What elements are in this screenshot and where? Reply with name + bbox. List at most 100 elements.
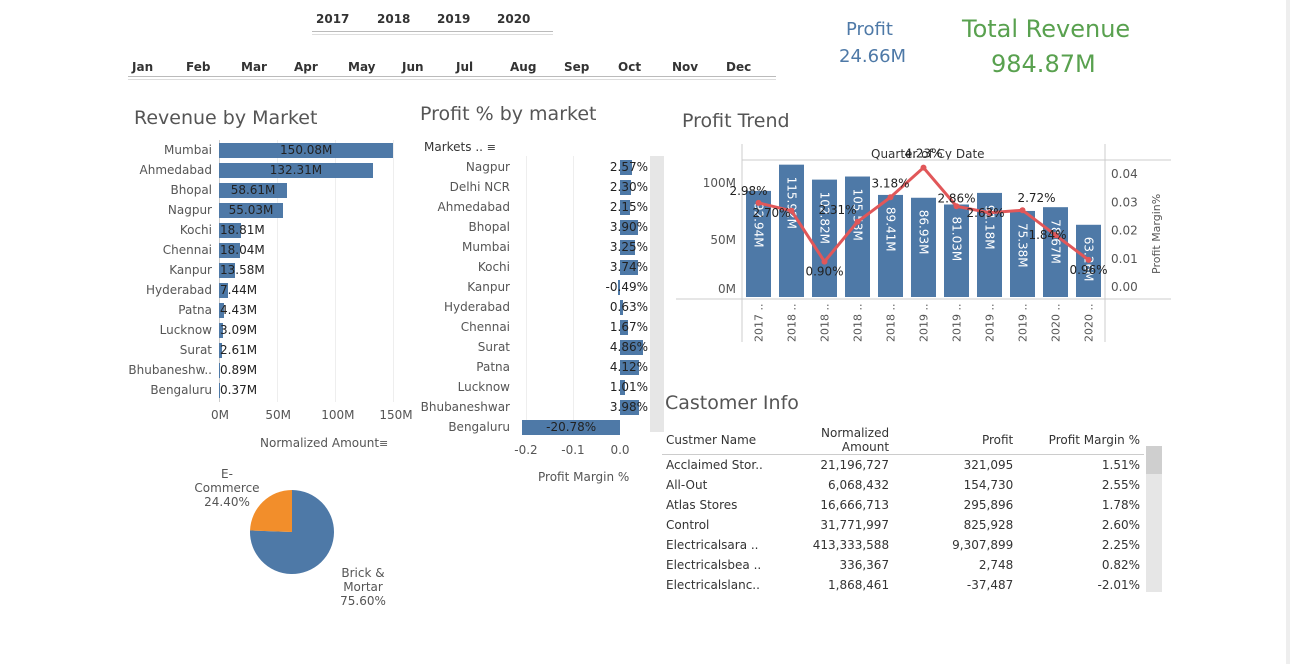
revenue-bar[interactable] bbox=[219, 363, 221, 378]
profit-margin-point[interactable] bbox=[788, 207, 795, 214]
profit-margin-point[interactable] bbox=[854, 218, 861, 225]
month-nov[interactable]: Nov bbox=[672, 60, 699, 74]
profit-margin-value-label: -20.78% bbox=[546, 420, 597, 434]
profit-margin-bar[interactable] bbox=[620, 320, 628, 335]
profit-margin-point[interactable] bbox=[755, 199, 762, 206]
page-scrollbar[interactable] bbox=[1286, 0, 1290, 664]
revenue-bar-label: 86.93M bbox=[917, 210, 931, 255]
month-oct[interactable]: Oct bbox=[618, 60, 642, 74]
profit-margin-point[interactable] bbox=[953, 203, 960, 210]
year-2017[interactable]: 2017 bbox=[316, 12, 350, 26]
profit-margin-bar[interactable] bbox=[620, 380, 625, 395]
month-dec[interactable]: Dec bbox=[726, 60, 752, 74]
revenue-axis-label[interactable]: Normalized Amount≡ bbox=[260, 436, 388, 450]
quarter-tick-label: 2019 .. bbox=[918, 304, 931, 342]
profit-margin-point[interactable] bbox=[1085, 256, 1092, 263]
month-mar[interactable]: Mar bbox=[241, 60, 267, 74]
profit-margin-bar[interactable] bbox=[620, 340, 643, 355]
year-2018[interactable]: 2018 bbox=[377, 12, 411, 26]
col-profit[interactable]: Profit bbox=[893, 426, 1018, 455]
col-profit-margin[interactable]: Profit Margin % bbox=[1017, 426, 1144, 455]
profit-margin-bar[interactable] bbox=[620, 220, 639, 235]
year-2020[interactable]: 2020 bbox=[497, 12, 531, 26]
month-jun[interactable]: Jun bbox=[402, 60, 424, 74]
month-sep[interactable]: Sep bbox=[564, 60, 590, 74]
revenue-bar[interactable] bbox=[746, 190, 771, 297]
col-normalized-amount[interactable]: Normalized Amount bbox=[769, 426, 894, 455]
profit-margin-bar[interactable] bbox=[620, 300, 623, 315]
profit-margin-bar[interactable] bbox=[620, 360, 640, 375]
table-row[interactable]: Electricalsbea .. 336,367 2,748 0.82% bbox=[662, 555, 1144, 575]
table-row[interactable]: Electricalslanc.. 1,868,461 -37,487 -2.01% bbox=[662, 575, 1144, 592]
profit-margin-bar[interactable] bbox=[620, 160, 633, 175]
profit-margin-bar[interactable] bbox=[617, 280, 620, 295]
profit-margin-bar[interactable] bbox=[620, 180, 631, 195]
profit-margin-bar[interactable] bbox=[620, 260, 638, 275]
month-feb[interactable]: Feb bbox=[186, 60, 211, 74]
revenue-value-label: 55.03M bbox=[228, 203, 274, 217]
left-axis-tick: 100M bbox=[703, 176, 736, 190]
sort-icon[interactable]: ≡ bbox=[486, 141, 496, 154]
profit-by-market-scrollbar[interactable] bbox=[650, 156, 664, 432]
table-row[interactable]: Atlas Stores 16,666,713 295,896 1.78% bbox=[662, 495, 1144, 515]
table-row[interactable]: All-Out 6,068,432 154,730 2.55% bbox=[662, 475, 1144, 495]
month-jul[interactable]: Jul bbox=[456, 60, 474, 74]
pie-slice-ecommerce[interactable] bbox=[250, 490, 292, 532]
revenue-bar[interactable] bbox=[219, 263, 235, 278]
profit-margin-value-label: 3.74% bbox=[609, 260, 648, 274]
revenue-bar[interactable] bbox=[219, 143, 394, 158]
customer-table-scrollbar[interactable] bbox=[1146, 446, 1162, 592]
revenue-bar[interactable] bbox=[779, 164, 804, 297]
quarter-tick-label: 2018 .. bbox=[786, 304, 799, 342]
revenue-bar[interactable] bbox=[219, 383, 220, 398]
customer-table-scroll-thumb[interactable] bbox=[1146, 446, 1162, 474]
profit-margin-bar[interactable] bbox=[620, 240, 636, 255]
revenue-bar[interactable] bbox=[1010, 210, 1035, 297]
revenue-bar[interactable] bbox=[878, 194, 903, 297]
profit-margin-point[interactable] bbox=[1052, 232, 1059, 239]
year-2019[interactable]: 2019 bbox=[437, 12, 471, 26]
revenue-bar[interactable] bbox=[944, 204, 969, 297]
profit-margin-bar[interactable] bbox=[620, 400, 639, 415]
revenue-bar[interactable] bbox=[219, 283, 228, 298]
customer-table-body: Acclaimed Stor.. 21,196,727 321,095 1.51% Al… bbox=[662, 455, 1144, 592]
markets-header[interactable]: Markets .. ≡ bbox=[424, 140, 496, 154]
revenue-bar[interactable] bbox=[219, 163, 373, 178]
table-row[interactable]: Control 31,771,997 825,928 2.60% bbox=[662, 515, 1144, 535]
month-jan[interactable]: Jan bbox=[132, 60, 154, 74]
month-may[interactable]: May bbox=[348, 60, 376, 74]
table-row[interactable]: Electricalsara .. 413,333,588 9,307,899 2.2… bbox=[662, 535, 1144, 555]
revenue-value-label: 13.58M bbox=[220, 263, 265, 277]
market-label: Bengaluru bbox=[448, 420, 510, 434]
revenue-bar[interactable] bbox=[1043, 207, 1068, 297]
profit-margin-point[interactable] bbox=[920, 164, 927, 171]
customer-info-title: Castomer Info bbox=[665, 392, 799, 414]
revenue-bar[interactable] bbox=[219, 323, 223, 338]
revenue-bar[interactable] bbox=[219, 223, 241, 238]
profit-margin-point[interactable] bbox=[986, 209, 993, 216]
month-apr[interactable]: Apr bbox=[294, 60, 318, 74]
profit-margin-point[interactable] bbox=[1019, 207, 1026, 214]
sort-icon[interactable]: ≡ bbox=[379, 437, 389, 450]
normalized-amount-cell: 31,771,997 bbox=[820, 518, 890, 532]
revenue-bar-label: 81.03M bbox=[950, 216, 964, 261]
revenue-bar[interactable] bbox=[219, 243, 240, 258]
col-customer-name[interactable]: Custmer Name bbox=[662, 426, 770, 455]
revenue-bar-label: 92.94M bbox=[752, 203, 766, 248]
revenue-bar[interactable] bbox=[845, 176, 870, 297]
profit-margin-bar[interactable] bbox=[620, 200, 631, 215]
profit-margin-bar[interactable] bbox=[522, 420, 620, 435]
market-label: Kochi bbox=[179, 223, 212, 237]
profit-cell: 295,896 bbox=[963, 498, 1014, 512]
revenue-bar[interactable] bbox=[219, 183, 288, 198]
table-row[interactable]: Acclaimed Stor.. 21,196,727 321,095 1.51% bbox=[662, 455, 1144, 476]
revenue-bar[interactable] bbox=[911, 197, 936, 297]
profit-margin-point[interactable] bbox=[887, 194, 894, 201]
revenue-bar[interactable] bbox=[812, 179, 837, 297]
revenue-bar[interactable] bbox=[219, 303, 225, 318]
month-aug[interactable]: Aug bbox=[510, 60, 537, 74]
revenue-bar[interactable] bbox=[219, 203, 283, 218]
profit-margin-point[interactable] bbox=[821, 258, 828, 265]
market-label: Delhi NCR bbox=[449, 180, 510, 194]
revenue-bar[interactable] bbox=[219, 343, 223, 358]
